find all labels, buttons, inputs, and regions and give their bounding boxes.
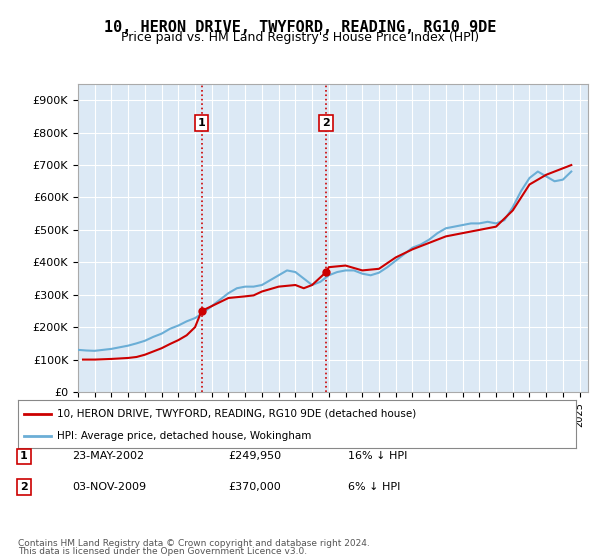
Text: £249,950: £249,950 bbox=[228, 451, 281, 461]
Text: 2: 2 bbox=[20, 482, 28, 492]
Text: 6% ↓ HPI: 6% ↓ HPI bbox=[348, 482, 400, 492]
Text: 1: 1 bbox=[20, 451, 28, 461]
Text: 10, HERON DRIVE, TWYFORD, READING, RG10 9DE: 10, HERON DRIVE, TWYFORD, READING, RG10 … bbox=[104, 20, 496, 35]
Text: Contains HM Land Registry data © Crown copyright and database right 2024.: Contains HM Land Registry data © Crown c… bbox=[18, 539, 370, 548]
Text: 23-MAY-2002: 23-MAY-2002 bbox=[72, 451, 144, 461]
Text: This data is licensed under the Open Government Licence v3.0.: This data is licensed under the Open Gov… bbox=[18, 547, 307, 556]
Text: 1: 1 bbox=[197, 118, 205, 128]
Text: HPI: Average price, detached house, Wokingham: HPI: Average price, detached house, Woki… bbox=[57, 431, 311, 441]
Text: Price paid vs. HM Land Registry's House Price Index (HPI): Price paid vs. HM Land Registry's House … bbox=[121, 31, 479, 44]
Text: 10, HERON DRIVE, TWYFORD, READING, RG10 9DE (detached house): 10, HERON DRIVE, TWYFORD, READING, RG10 … bbox=[57, 409, 416, 419]
Text: 03-NOV-2009: 03-NOV-2009 bbox=[72, 482, 146, 492]
Text: £370,000: £370,000 bbox=[228, 482, 281, 492]
Text: 16% ↓ HPI: 16% ↓ HPI bbox=[348, 451, 407, 461]
Text: 2: 2 bbox=[322, 118, 330, 128]
